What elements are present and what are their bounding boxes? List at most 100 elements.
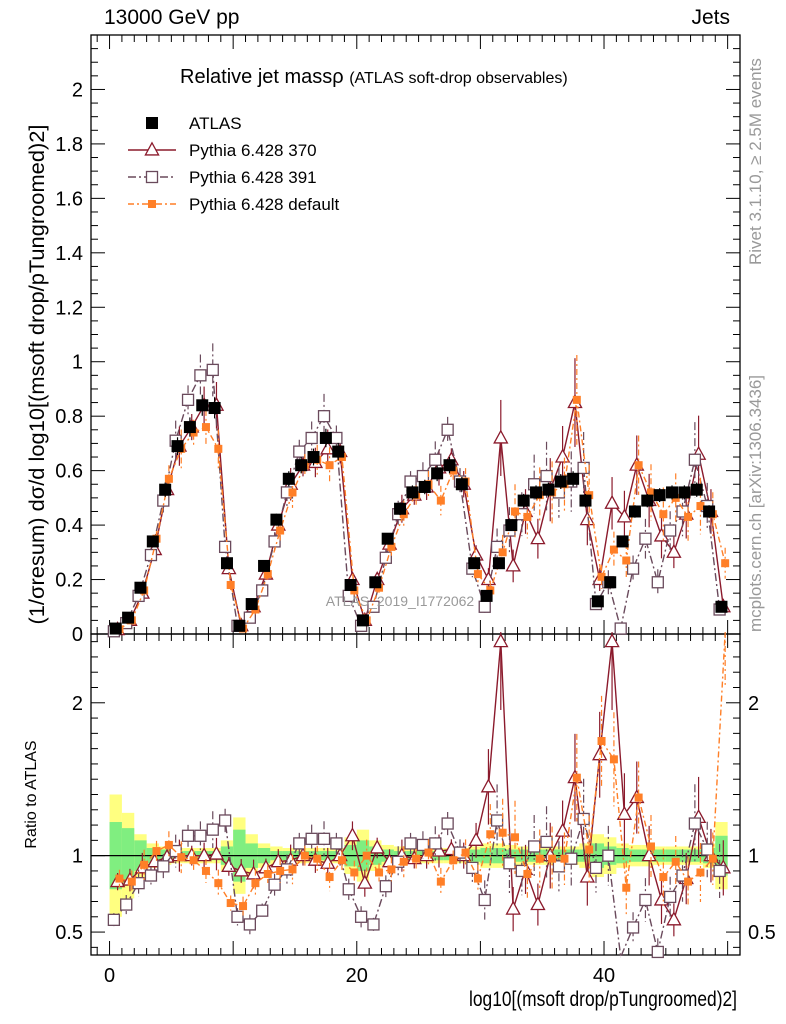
ratio-point (231, 910, 244, 923)
data-point (659, 510, 668, 519)
ratio-point (288, 865, 297, 874)
atlas-point (122, 611, 135, 624)
data-point (320, 440, 336, 455)
atlas-point (579, 494, 592, 507)
ratio-point (375, 868, 384, 877)
ratio-point (473, 874, 482, 883)
ratio-point (523, 869, 532, 878)
data-point (263, 570, 272, 579)
ratio-point (651, 945, 664, 959)
data-point (540, 469, 553, 483)
ratio-point (540, 835, 553, 849)
ratio-point (337, 856, 346, 865)
data-point (614, 622, 627, 635)
data-point (498, 548, 507, 557)
ratio-point (535, 854, 544, 863)
atlas-point (146, 535, 159, 548)
ratio-point (684, 877, 693, 886)
atlas-point (369, 576, 382, 589)
ratio-series-line (117, 641, 724, 922)
data-point (293, 445, 306, 458)
main-y-tick-label: 0.4 (55, 515, 83, 537)
main-y-tick-label: 1.6 (55, 188, 83, 210)
data-point (493, 429, 509, 444)
ratio-point (616, 805, 633, 820)
atlas-point (567, 472, 580, 485)
ratio-point (399, 857, 408, 866)
main-y-tick-label: 1.4 (55, 243, 83, 265)
atlas-point (468, 557, 481, 570)
ratio-point (480, 778, 497, 793)
ratio-point (412, 854, 421, 863)
data-point (317, 410, 331, 423)
data-point (387, 542, 396, 551)
ratio-point (206, 823, 219, 836)
atlas-point (406, 486, 419, 499)
data-point (480, 571, 497, 586)
data-point (511, 507, 520, 516)
ratio-point (379, 880, 392, 893)
atlas-point (295, 459, 308, 472)
x-axis-label: log10[(msoft drop/pTungroomed)2] (469, 988, 737, 1011)
ratio-point (505, 900, 521, 915)
main-y-axis-label: (1/σresum) dσ/d log10[(msoft drop/pTungr… (26, 125, 49, 625)
legend-label: Pythia 6.428 391 (189, 168, 317, 187)
ratio-point (449, 856, 458, 865)
ratio-point (276, 866, 285, 875)
atlas-point (492, 557, 505, 570)
atlas-point (171, 440, 184, 453)
ratio-point (313, 854, 322, 863)
data-point (646, 488, 655, 497)
ratio-point (177, 853, 186, 862)
atlas-point (690, 483, 703, 496)
data-point (305, 431, 318, 445)
legend-label: ATLAS (189, 114, 242, 133)
data-point (429, 453, 442, 466)
ratio-point (115, 874, 124, 883)
atlas-point (443, 459, 456, 472)
ratio-point (554, 822, 571, 837)
ratio-y-tick-label: 1 (72, 846, 83, 868)
energy-label: 13000 GeV pp (104, 6, 240, 29)
ratio-point (597, 737, 606, 745)
atlas-point (109, 622, 122, 635)
atlas-point (715, 600, 728, 613)
axis-labels: 00.20.40.60.811.21.41.61.820.5 0.51 12 20 20… (23, 79, 776, 1011)
ratio-point (387, 865, 396, 874)
atlas-point (245, 598, 258, 611)
atlas-point (196, 399, 209, 412)
ratio-point (626, 921, 640, 934)
ratio-point (609, 755, 618, 764)
ratio-point (646, 842, 655, 851)
ratio-y-tick-label: 0.5 (55, 922, 83, 944)
ratio-point (218, 814, 232, 827)
atlas-point (319, 431, 332, 444)
ratio-point (528, 840, 541, 853)
atlas-point (616, 535, 629, 548)
data-point (325, 461, 334, 470)
atlas-point (604, 576, 617, 589)
ratio-point (486, 830, 495, 839)
chart-title: Relative jet massρ (ATLAS soft-drop obse… (180, 66, 568, 89)
ratio-point (226, 899, 235, 908)
ratio-point (639, 893, 652, 907)
data-point (684, 512, 693, 521)
data-point (206, 363, 219, 377)
ratio-point (357, 874, 373, 889)
process-label: Jets (691, 6, 730, 29)
data-point (164, 474, 173, 483)
x-tick-label: 20 (346, 965, 368, 987)
atlas-point (641, 494, 654, 507)
atlas-point (703, 505, 716, 518)
ratio-point (350, 868, 359, 877)
main-y-tick-label: 1.8 (55, 134, 83, 156)
ratio-point (461, 848, 470, 857)
ratio-point (666, 911, 682, 926)
main-series-layer (107, 343, 732, 638)
atlas-point (159, 483, 172, 496)
atlas-point (394, 502, 407, 515)
ratio-point (107, 913, 121, 926)
legend: ATLAS Pythia 6.428 370 Pythia 6.428 391 Pyt… (128, 114, 340, 214)
ratio-point (572, 773, 581, 782)
ratio-point (429, 837, 442, 850)
